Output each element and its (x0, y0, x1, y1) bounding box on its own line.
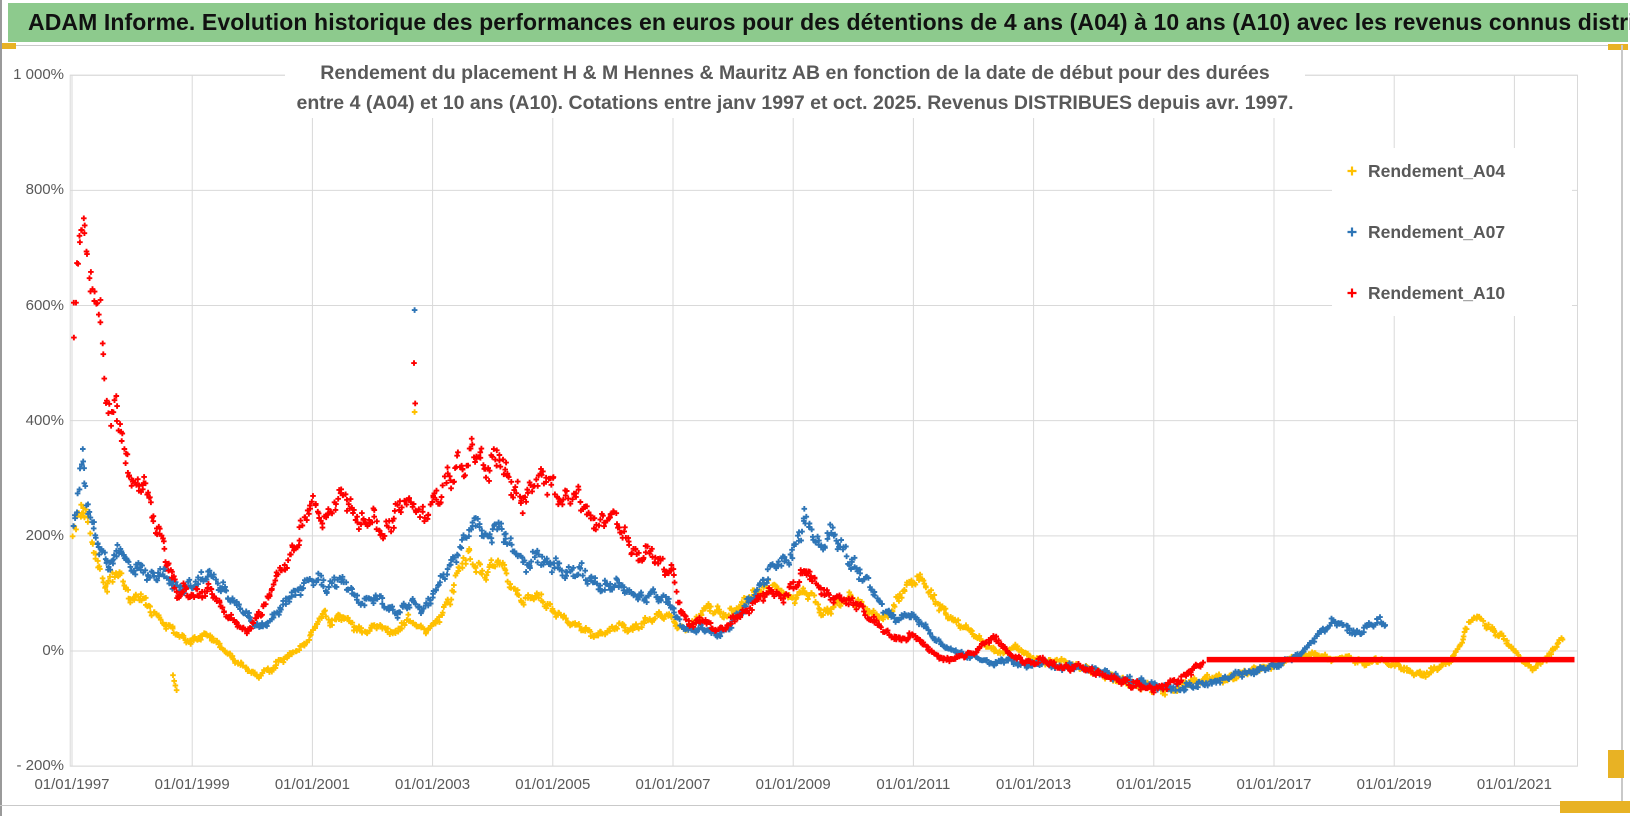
x-tick-label: 01/01/2017 (1236, 776, 1312, 793)
x-tick-label: 01/01/2013 (996, 776, 1072, 793)
y-tick-label: 200% (25, 526, 64, 544)
chart-title: Rendement du placement H & M Hennes & Ma… (285, 58, 1305, 118)
y-tick-label: 0% (42, 642, 64, 659)
x-tick-label: 01/01/2015 (1116, 776, 1192, 793)
chart-title-line2: entre 4 (A04) et 10 ans (A10). Cotations… (296, 92, 1294, 114)
x-tick-label: 01/01/2019 (1356, 776, 1432, 793)
legend-label-a10: Rendement_A10 (1368, 282, 1506, 303)
legend-label-a07: Rendement_A07 (1368, 221, 1506, 242)
plus-marker-icon (1347, 288, 1357, 298)
plus-marker-icon (1347, 227, 1357, 237)
x-tick-label: 01/01/1997 (34, 776, 110, 793)
selection-handle-top-left[interactable] (2, 43, 16, 49)
plus-marker-icon (1347, 166, 1357, 176)
legend-item-rendement-a04[interactable]: Rendement_A04 (1332, 156, 1572, 186)
x-tick-label: 01/01/2001 (274, 776, 350, 793)
series-Rendement_A04 (69, 409, 1566, 698)
x-tick-label: 01/01/2007 (635, 776, 711, 793)
header-title: ADAM Informe. Evolution historique des p… (28, 9, 1630, 35)
x-tick-label: 01/01/2009 (755, 776, 831, 793)
y-tick-label: 1 000% (13, 66, 64, 84)
series-Rendement_A10 (71, 215, 1206, 696)
x-tick-label: 01/01/2005 (515, 776, 591, 793)
legend-item-rendement-a07[interactable]: Rendement_A07 (1332, 217, 1572, 247)
y-tick-label: - 200% (16, 757, 64, 775)
selection-handle-bottom-right[interactable] (1560, 801, 1630, 813)
legend-label-a04: Rendement_A04 (1368, 160, 1506, 181)
series-Rendement_A07 (70, 307, 1388, 694)
x-tick-label: 01/01/2003 (395, 776, 471, 793)
window-left-border (0, 0, 2, 816)
x-tick-label: 01/01/1999 (154, 776, 230, 793)
x-tick-label: 01/01/2021 (1476, 776, 1552, 793)
chart-title-line1: Rendement du placement H & M Hennes & Ma… (320, 62, 1270, 84)
selection-handle-right[interactable] (1608, 750, 1624, 778)
chart-bottom-border (0, 805, 1621, 806)
y-tick-label: 800% (25, 181, 64, 199)
y-tick-label: 400% (25, 411, 64, 429)
legend-item-rendement-a10[interactable]: Rendement_A10 (1332, 278, 1572, 308)
x-tick-label: 01/01/2011 (876, 776, 951, 793)
chart-right-border (1621, 45, 1623, 805)
header-bar: ADAM Informe. Evolution historique des p… (8, 3, 1630, 42)
selection-handle-top-right[interactable] (1608, 44, 1628, 50)
y-tick-label: 600% (25, 296, 64, 314)
legend: Rendement_A04 Rendement_A07 Rendement_A1… (1332, 148, 1572, 316)
chart-top-border (16, 45, 1608, 46)
